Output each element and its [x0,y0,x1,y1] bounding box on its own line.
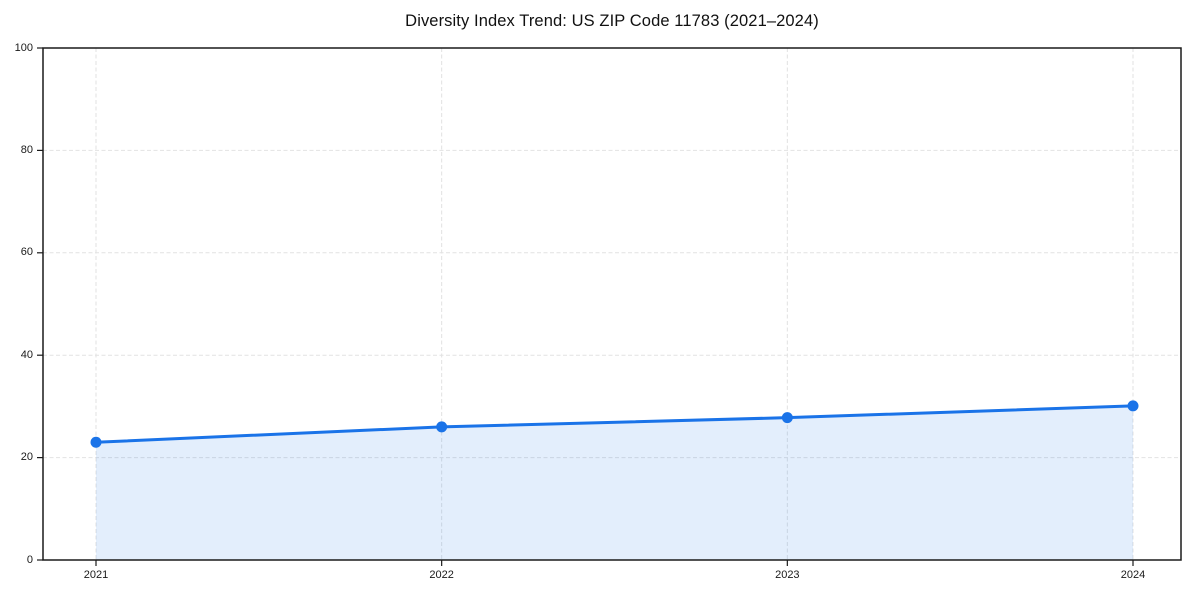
data-point-2022 [436,421,448,433]
chart-title: Diversity Index Trend: US ZIP Code 11783… [405,12,819,30]
x-tick-label: 2022 [429,569,454,581]
y-tick-label: 20 [20,451,33,464]
area-fill [96,405,1133,560]
y-tick-label: 80 [20,143,33,156]
x-tick-label: 2024 [1120,569,1146,581]
data-point-2021 [90,436,102,448]
data-point-2024 [1127,400,1139,412]
data-point-2023 [781,412,793,424]
x-tick-label: 2021 [83,569,109,581]
y-tick-label: 60 [20,246,33,259]
y-tick-label: 100 [14,41,33,54]
y-tick-label: 40 [20,348,33,361]
y-tick-label: 0 [26,553,33,566]
trend-line [94,404,1135,444]
plot-border [42,47,1182,561]
x-tick-label: 2023 [775,569,800,581]
